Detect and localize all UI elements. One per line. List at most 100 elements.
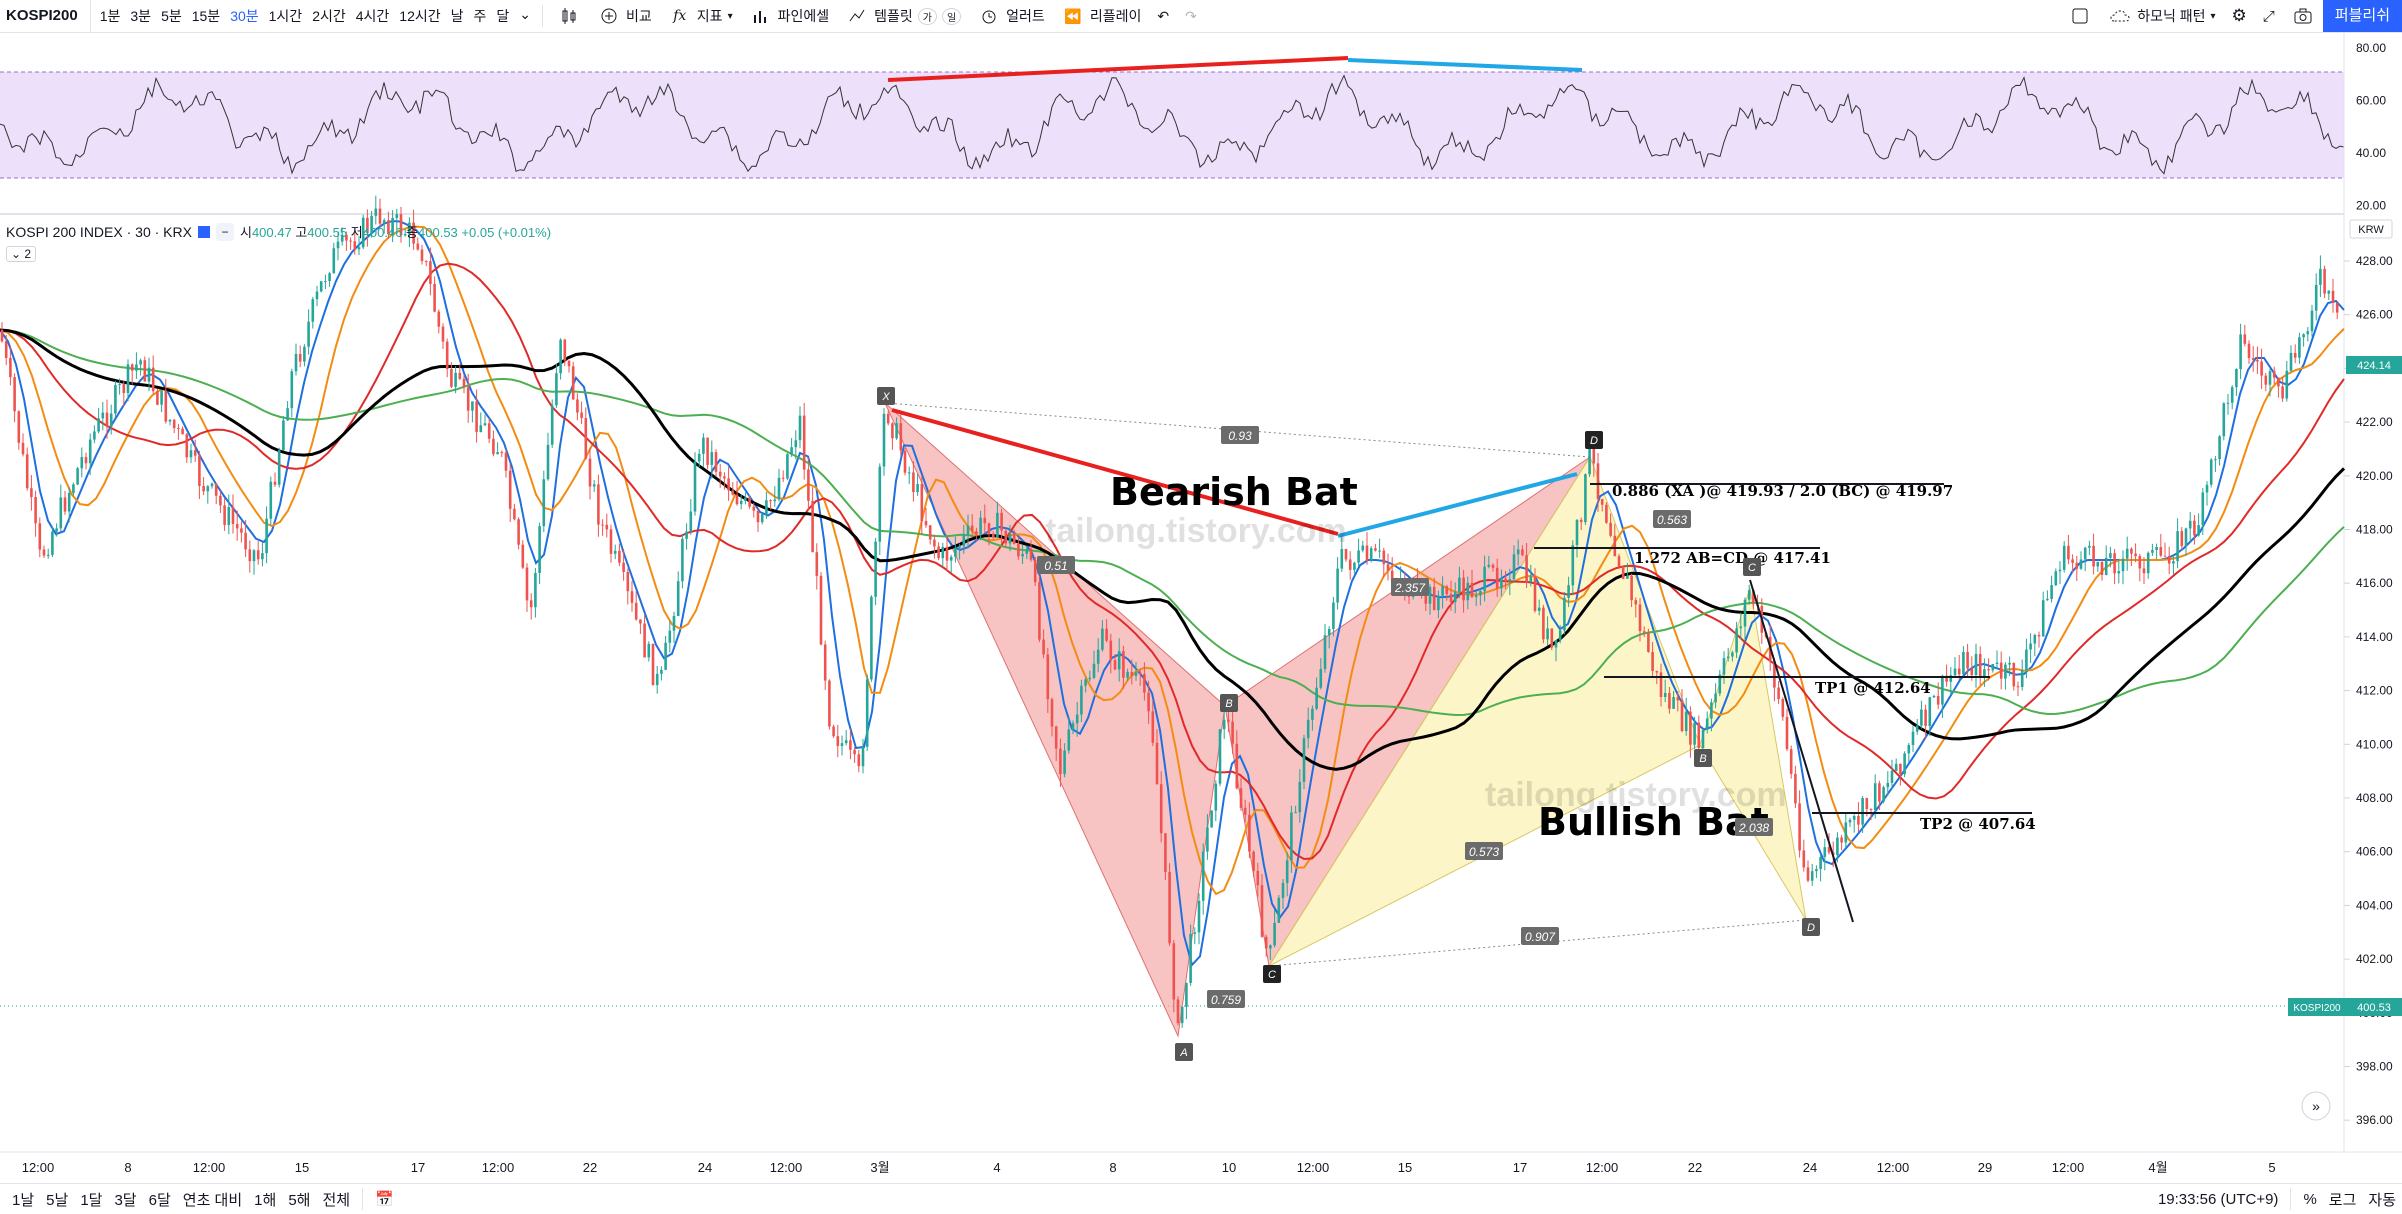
collapse-legend-button[interactable]: − bbox=[215, 222, 234, 241]
replay-button[interactable]: ⏪ 리플레이 bbox=[1053, 0, 1150, 32]
candle-body bbox=[1046, 654, 1050, 700]
candle-body bbox=[760, 514, 764, 523]
candle-body bbox=[1705, 718, 1709, 730]
pine-editor-button[interactable]: 파인에셀 bbox=[741, 0, 838, 32]
timeframe-option[interactable]: 30분 bbox=[230, 8, 259, 24]
range-option[interactable]: 5해 bbox=[288, 1191, 311, 1209]
range-option[interactable]: 1해 bbox=[254, 1191, 277, 1209]
time-tick-label: 17 bbox=[411, 1160, 425, 1175]
timeframe-option[interactable]: 주 bbox=[473, 8, 487, 24]
cloud-icon bbox=[2108, 4, 2132, 28]
timeframe-option[interactable]: 3분 bbox=[130, 8, 152, 24]
price-tick-label: 420.00 bbox=[2356, 469, 2393, 483]
candle-body bbox=[811, 500, 814, 553]
candle-body bbox=[1945, 675, 1948, 682]
candle-body bbox=[1815, 869, 1818, 872]
candle-body bbox=[874, 541, 877, 597]
timeframe-option[interactable]: 1분 bbox=[99, 8, 121, 24]
auto-toggle[interactable]: 자동 bbox=[2368, 1191, 2396, 1209]
candle-body bbox=[374, 208, 378, 216]
candle-body bbox=[1269, 945, 1272, 949]
candle-body bbox=[445, 341, 449, 370]
candle-body bbox=[517, 519, 520, 545]
candle-body bbox=[345, 234, 348, 241]
candle-body bbox=[1432, 586, 1436, 611]
range-option[interactable]: 전체 bbox=[322, 1191, 351, 1209]
candle-body bbox=[2020, 670, 2024, 688]
candle-body bbox=[1109, 640, 1113, 661]
candle-body bbox=[651, 643, 655, 686]
timeframe-option[interactable]: 날 bbox=[450, 8, 464, 24]
settings-button[interactable]: ⚙ bbox=[2224, 0, 2255, 32]
publish-button[interactable]: 퍼블리쉬 bbox=[2322, 0, 2402, 32]
timeframe-more-icon[interactable]: ⌄ bbox=[519, 6, 532, 22]
candle-body bbox=[210, 483, 214, 487]
compare-button[interactable]: 비교 bbox=[589, 0, 660, 32]
layout-button[interactable] bbox=[2060, 0, 2100, 32]
candle-body bbox=[1810, 871, 1814, 881]
indicators-label: 지표 bbox=[696, 8, 723, 24]
ratio-badge-label: 0.93 bbox=[1228, 429, 1252, 443]
candle-body bbox=[878, 466, 882, 542]
timeframe-option[interactable]: 12시간 bbox=[399, 8, 441, 24]
candle-body bbox=[655, 673, 659, 686]
fullscreen-button[interactable]: ⤢ bbox=[2255, 0, 2283, 32]
candle-body bbox=[798, 415, 802, 441]
candle-body bbox=[59, 497, 63, 529]
candle-body bbox=[1663, 692, 1667, 697]
indicator-count: 2 bbox=[24, 247, 32, 261]
scroll-realtime-button[interactable] bbox=[2301, 1091, 2331, 1121]
alert-button[interactable]: 얼러트 bbox=[969, 0, 1053, 32]
range-option[interactable]: 1날 bbox=[12, 1191, 35, 1209]
templates-button[interactable]: 템플릿 가 일 bbox=[837, 0, 969, 32]
candle-body bbox=[1617, 556, 1621, 567]
timeframe-option[interactable]: 1시간 bbox=[268, 8, 303, 24]
candle-body bbox=[1332, 602, 1335, 629]
candle-body bbox=[366, 217, 369, 234]
timeframe-option[interactable]: 달 bbox=[496, 8, 510, 24]
range-option[interactable]: 6달 bbox=[148, 1191, 171, 1209]
candle-body bbox=[769, 500, 772, 502]
low-label: 저 bbox=[350, 225, 363, 240]
goto-date-button[interactable]: 📅 bbox=[369, 1190, 400, 1208]
alarm-clock-icon bbox=[977, 4, 1001, 28]
indicators-button[interactable]: fx 지표 ▾ bbox=[660, 0, 741, 32]
currency-selector[interactable] bbox=[2349, 219, 2393, 239]
candle-body bbox=[626, 571, 630, 592]
candle-body bbox=[975, 531, 978, 535]
range-option[interactable]: 5날 bbox=[46, 1191, 69, 1209]
candle-body bbox=[1680, 700, 1684, 732]
snapshot-button[interactable] bbox=[2283, 0, 2323, 32]
candle-body bbox=[496, 452, 499, 455]
timeframe-option[interactable]: 4시간 bbox=[355, 8, 390, 24]
toolbar-divider bbox=[542, 5, 544, 27]
candle-type-button[interactable] bbox=[549, 0, 589, 32]
candle-body bbox=[1080, 685, 1083, 715]
undo-button[interactable]: ↶ bbox=[1149, 0, 1177, 32]
harmonic-pattern-button[interactable]: 하모닉 패턴 ▾ bbox=[2100, 0, 2223, 32]
range-option[interactable]: 연초 대비 bbox=[182, 1191, 243, 1209]
timeframe-option[interactable]: 15분 bbox=[191, 8, 221, 24]
candle-body bbox=[2218, 436, 2221, 460]
clock-timezone[interactable]: 19:33:56 (UTC+9) bbox=[2157, 1190, 2279, 1208]
redo-button[interactable]: ↷ bbox=[1177, 0, 1205, 32]
symbol-selector[interactable]: KOSPI200 bbox=[0, 0, 91, 32]
log-toggle[interactable]: 로그 bbox=[2328, 1191, 2357, 1209]
range-option[interactable]: 1달 bbox=[80, 1191, 103, 1209]
timeframe-option[interactable]: 2시간 bbox=[312, 8, 346, 24]
indicator-count-toggle[interactable]: ⌄ 2 bbox=[6, 246, 37, 262]
candle-body bbox=[1592, 448, 1596, 464]
candle-body bbox=[1458, 577, 1461, 593]
range-option[interactable]: 3달 bbox=[114, 1191, 137, 1209]
ratio-badge-label: 0.573 bbox=[1469, 845, 1499, 859]
candle-body bbox=[1567, 585, 1570, 598]
time-tick-label: 12:00 bbox=[482, 1160, 515, 1175]
percent-toggle[interactable]: % bbox=[2303, 1190, 2317, 1208]
symbol-legend-name[interactable]: KOSPI 200 INDEX · 30 · KRX bbox=[6, 223, 192, 240]
timeframe-option[interactable]: 5분 bbox=[161, 8, 182, 24]
hotkey-badge: 일 bbox=[941, 7, 962, 25]
candle-body bbox=[2134, 553, 2137, 557]
candle-body bbox=[1428, 586, 1432, 604]
time-tick-label: 22 bbox=[583, 1160, 597, 1175]
